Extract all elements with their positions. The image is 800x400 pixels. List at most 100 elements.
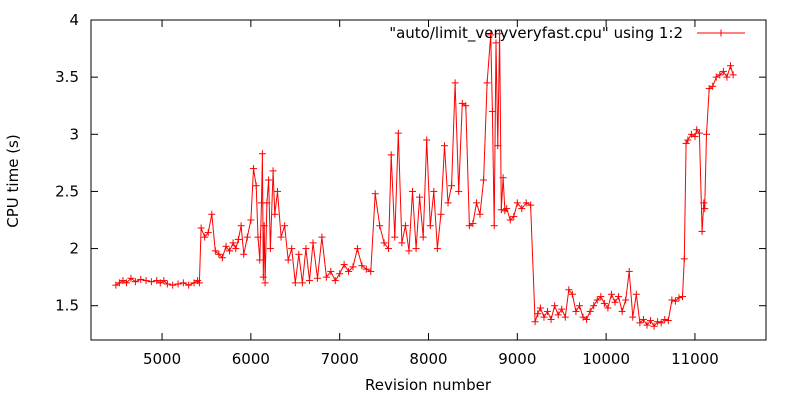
data-point bbox=[313, 274, 321, 282]
data-point bbox=[682, 139, 690, 147]
data-point bbox=[112, 281, 120, 289]
data-point bbox=[345, 267, 353, 275]
data-point bbox=[218, 254, 226, 262]
data-point bbox=[572, 307, 580, 315]
data-point bbox=[615, 293, 623, 301]
data-point bbox=[419, 233, 427, 241]
data-point bbox=[618, 307, 626, 315]
data-point bbox=[679, 293, 687, 301]
data-point bbox=[256, 256, 264, 264]
data-point bbox=[705, 85, 713, 93]
data-point bbox=[331, 277, 339, 285]
data-point bbox=[426, 222, 434, 230]
legend: "auto/limit_veryveryfast.cpu" using 1:2 bbox=[389, 24, 745, 43]
data-point bbox=[142, 277, 150, 285]
data-point bbox=[448, 182, 456, 190]
data-point bbox=[298, 279, 306, 287]
data-point bbox=[719, 67, 727, 75]
data-point bbox=[680, 255, 688, 263]
data-point bbox=[540, 313, 548, 321]
data-point bbox=[430, 187, 438, 195]
data-point bbox=[531, 318, 539, 326]
data-point bbox=[534, 310, 542, 318]
data-point bbox=[522, 199, 530, 207]
data-point bbox=[237, 222, 245, 230]
data-point bbox=[647, 317, 655, 325]
data-point bbox=[462, 102, 470, 110]
data-point bbox=[496, 30, 504, 38]
data-point bbox=[160, 277, 168, 285]
data-point bbox=[349, 263, 357, 271]
data-point bbox=[490, 222, 498, 230]
data-point bbox=[639, 315, 647, 323]
data-point bbox=[197, 224, 205, 232]
y-tick-label: 3 bbox=[69, 125, 79, 143]
data-point bbox=[600, 299, 608, 307]
data-point bbox=[309, 239, 317, 247]
data-point bbox=[729, 71, 737, 79]
data-point bbox=[226, 247, 234, 255]
data-point bbox=[444, 199, 452, 207]
data-point bbox=[208, 210, 216, 218]
data-point bbox=[131, 278, 139, 286]
data-point bbox=[401, 222, 409, 230]
data-point bbox=[469, 219, 477, 227]
data-point bbox=[247, 216, 255, 224]
data-point bbox=[271, 210, 279, 218]
data-point bbox=[423, 136, 431, 144]
data-point bbox=[277, 233, 285, 241]
x-tick-label: 8000 bbox=[409, 350, 447, 368]
data-point bbox=[716, 71, 724, 79]
data-point bbox=[451, 79, 459, 87]
x-axis-label: Revision number bbox=[365, 376, 492, 394]
y-tick-labels: 1.5 2 2.5 3 3.5 4 bbox=[55, 11, 79, 315]
data-point bbox=[440, 142, 448, 150]
data-point bbox=[554, 311, 562, 319]
data-point bbox=[664, 317, 672, 325]
data-point bbox=[405, 247, 413, 255]
data-point bbox=[568, 290, 576, 298]
data-point bbox=[137, 275, 145, 283]
data-point bbox=[232, 245, 240, 253]
data-point bbox=[269, 167, 277, 175]
legend-marker bbox=[717, 29, 725, 37]
data-point bbox=[657, 319, 665, 327]
data-point bbox=[480, 176, 488, 184]
data-point bbox=[123, 279, 131, 287]
x-tick-label: 7000 bbox=[321, 350, 359, 368]
data-point bbox=[156, 279, 164, 287]
data-point bbox=[712, 73, 720, 81]
legend-label: "auto/limit_veryveryfast.cpu" using 1:2 bbox=[389, 24, 683, 43]
data-point bbox=[629, 313, 637, 321]
data-point bbox=[547, 315, 555, 323]
data-point bbox=[701, 205, 709, 213]
data-point bbox=[488, 107, 496, 115]
data-point bbox=[691, 133, 699, 141]
data-point bbox=[668, 296, 676, 304]
data-point bbox=[322, 273, 330, 281]
data-point bbox=[575, 302, 583, 310]
data-point bbox=[115, 279, 123, 287]
data-point bbox=[265, 176, 273, 184]
data-point bbox=[551, 302, 559, 310]
y-tick-label: 4 bbox=[69, 11, 79, 29]
data-point bbox=[607, 290, 615, 298]
data-point bbox=[492, 39, 500, 47]
data-point bbox=[119, 277, 127, 285]
x-tick-label: 6000 bbox=[232, 350, 270, 368]
data-point bbox=[261, 279, 269, 287]
data-point bbox=[661, 315, 669, 323]
data-point bbox=[487, 31, 495, 39]
data-point bbox=[702, 130, 710, 138]
y-axis-label: CPU time (s) bbox=[4, 134, 22, 227]
data-point bbox=[362, 265, 370, 273]
y-tick-label: 2 bbox=[69, 240, 79, 258]
data-point bbox=[558, 305, 566, 313]
data-point bbox=[274, 187, 282, 195]
data-point bbox=[412, 245, 420, 253]
data-point bbox=[229, 239, 237, 247]
x-tick-labels: 5000 6000 7000 8000 9000 10000 11000 bbox=[143, 350, 719, 368]
data-point bbox=[215, 250, 223, 258]
data-point bbox=[625, 267, 633, 275]
data-point bbox=[510, 213, 518, 221]
